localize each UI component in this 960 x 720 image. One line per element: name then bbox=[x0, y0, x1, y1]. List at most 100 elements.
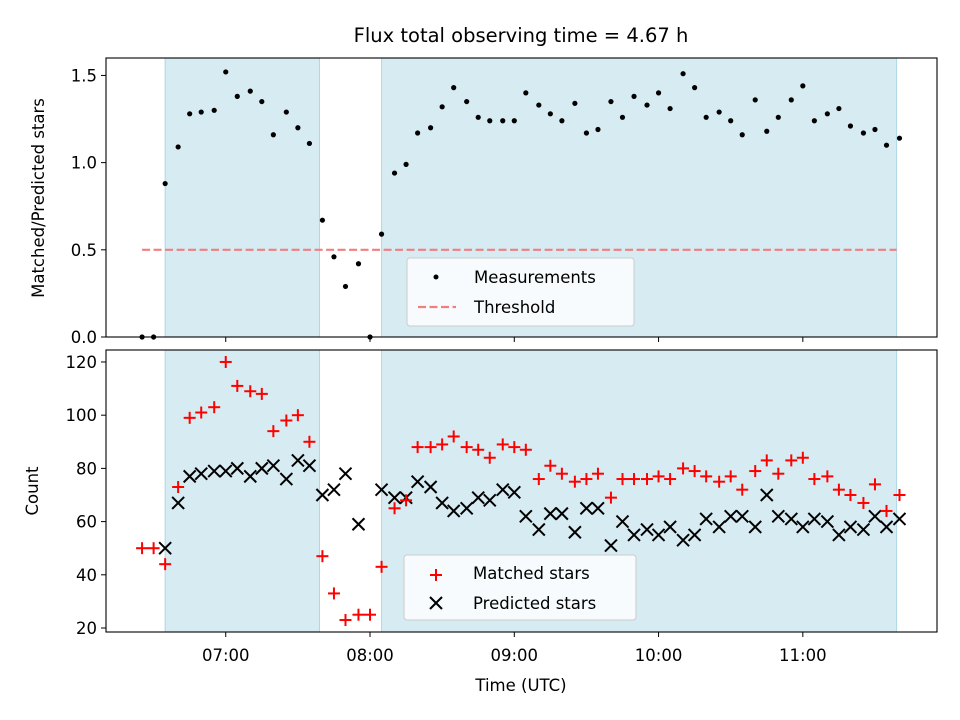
predicted-star-point bbox=[543, 506, 558, 521]
matched-star-point bbox=[544, 459, 557, 472]
predicted-star-point bbox=[879, 520, 894, 534]
measurement-point bbox=[608, 98, 614, 105]
x-axis-label: Time (UTC) bbox=[474, 676, 566, 695]
measurement-point bbox=[692, 85, 698, 91]
predicted-marker-b bbox=[543, 506, 558, 521]
bottom-axes-frame bbox=[105, 349, 938, 633]
matched-star-point bbox=[352, 608, 365, 621]
predicted-marker-b bbox=[532, 522, 546, 537]
matched-star-point bbox=[591, 467, 604, 480]
predicted-star-point bbox=[315, 488, 330, 502]
predicted-marker-b bbox=[796, 520, 810, 534]
predicted-marker-b bbox=[568, 525, 582, 539]
matched-star-point bbox=[677, 462, 690, 475]
matched-star-point bbox=[147, 542, 160, 555]
y-tick-label: 100 bbox=[66, 406, 98, 425]
measurement-point bbox=[547, 111, 553, 117]
measurement-point bbox=[631, 93, 637, 99]
predicted-star-point bbox=[230, 461, 244, 476]
predicted-star-point bbox=[723, 509, 738, 523]
x-ticks bbox=[225, 337, 804, 342]
measurement-point bbox=[439, 104, 445, 110]
bottom-legend: Matched stars Predicted stars bbox=[403, 554, 637, 621]
ratio-panel: 0.0 0.5 1.0 1.5 Matched/Predicted stars Mea… bbox=[29, 57, 938, 347]
x-tick-label: 10:00 bbox=[635, 646, 683, 665]
measurement-point bbox=[331, 254, 337, 260]
predicted-marker-b bbox=[279, 472, 294, 486]
matched-star-point bbox=[159, 558, 172, 571]
measurement-point bbox=[234, 93, 240, 99]
predicted-star-point bbox=[651, 528, 666, 542]
measurement-point bbox=[270, 132, 276, 138]
predicted-marker-b bbox=[519, 509, 533, 523]
matched-star-point bbox=[857, 496, 870, 509]
measurement-point bbox=[428, 125, 434, 131]
legend-measurement-marker bbox=[433, 274, 439, 280]
matched-star-point bbox=[400, 494, 413, 507]
y-tick-label: 0.5 bbox=[71, 241, 97, 260]
predicted-star-point bbox=[410, 474, 425, 489]
predicted-star-point bbox=[496, 482, 510, 497]
predicted-star-point bbox=[760, 488, 774, 502]
x-tick-label: 08:00 bbox=[346, 646, 394, 665]
measurement-point bbox=[800, 83, 806, 89]
matched-star-point bbox=[749, 465, 762, 478]
predicted-marker-b bbox=[579, 501, 594, 515]
predicted-marker-b bbox=[496, 482, 510, 497]
predicted-star-point bbox=[771, 509, 786, 523]
predicted-marker-b bbox=[255, 461, 269, 476]
measurement-point bbox=[500, 118, 506, 124]
predicted-marker-b bbox=[687, 528, 702, 542]
matched-star-point bbox=[195, 406, 208, 419]
y-ticks: 0.0 0.5 1.0 1.5 bbox=[71, 66, 106, 347]
matched-star-point bbox=[700, 470, 713, 483]
predicted-marker-b bbox=[423, 480, 438, 494]
predicted-star-point bbox=[627, 528, 641, 542]
measurement-point bbox=[847, 123, 854, 129]
matched-star-point bbox=[880, 504, 893, 517]
measurement-point bbox=[223, 69, 229, 75]
measurement-point bbox=[162, 180, 168, 187]
top-y-axis-label: Matched/Predicted stars bbox=[29, 98, 48, 298]
predicted-marker-b bbox=[784, 512, 798, 526]
predicted-marker-b bbox=[158, 541, 172, 555]
predicted-star-point bbox=[338, 467, 353, 481]
measurement-point bbox=[403, 161, 409, 167]
predicted-star-point bbox=[194, 467, 208, 481]
x-tick-label: 09:00 bbox=[491, 646, 539, 665]
measurement-point bbox=[523, 90, 529, 96]
predicted-marker-b bbox=[471, 490, 485, 505]
predicted-star-point bbox=[446, 504, 461, 518]
matched-star-point bbox=[267, 425, 280, 438]
measurement-point bbox=[415, 130, 421, 136]
measurement-point bbox=[536, 102, 542, 108]
predicted-star-point bbox=[219, 464, 233, 478]
matched-star-point bbox=[255, 387, 268, 400]
matched-star-point bbox=[136, 542, 149, 555]
measurement-point bbox=[739, 132, 745, 138]
matched-star-point bbox=[713, 475, 726, 488]
legend-predicted-label: Predicted stars bbox=[473, 594, 596, 613]
matched-star-point bbox=[616, 473, 629, 486]
measurement-point bbox=[187, 111, 193, 117]
measurement-point bbox=[680, 71, 686, 77]
y-tick-label: 80 bbox=[76, 459, 97, 478]
matched-star-point bbox=[472, 443, 485, 456]
predicted-star-point bbox=[302, 459, 317, 473]
measurement-point bbox=[883, 142, 890, 148]
predicted-star-point bbox=[676, 533, 690, 547]
predicted-star-point bbox=[471, 490, 485, 505]
x-ticks: 07:00 08:00 09:00 10:00 11:00 bbox=[202, 632, 827, 665]
predicted-star-point bbox=[459, 501, 474, 515]
measurement-point bbox=[487, 118, 493, 124]
predicted-marker-b bbox=[723, 509, 738, 523]
top-legend: Measurements Threshold bbox=[406, 257, 635, 327]
matched-star-point bbox=[796, 451, 809, 464]
top-legend-box bbox=[406, 257, 635, 327]
predicted-marker-b bbox=[291, 453, 305, 468]
measurement-point bbox=[716, 109, 722, 115]
predicted-star-point bbox=[387, 490, 402, 505]
predicted-marker-b bbox=[676, 533, 690, 547]
top-axes-frame bbox=[105, 57, 938, 338]
measurement-point bbox=[583, 130, 590, 136]
